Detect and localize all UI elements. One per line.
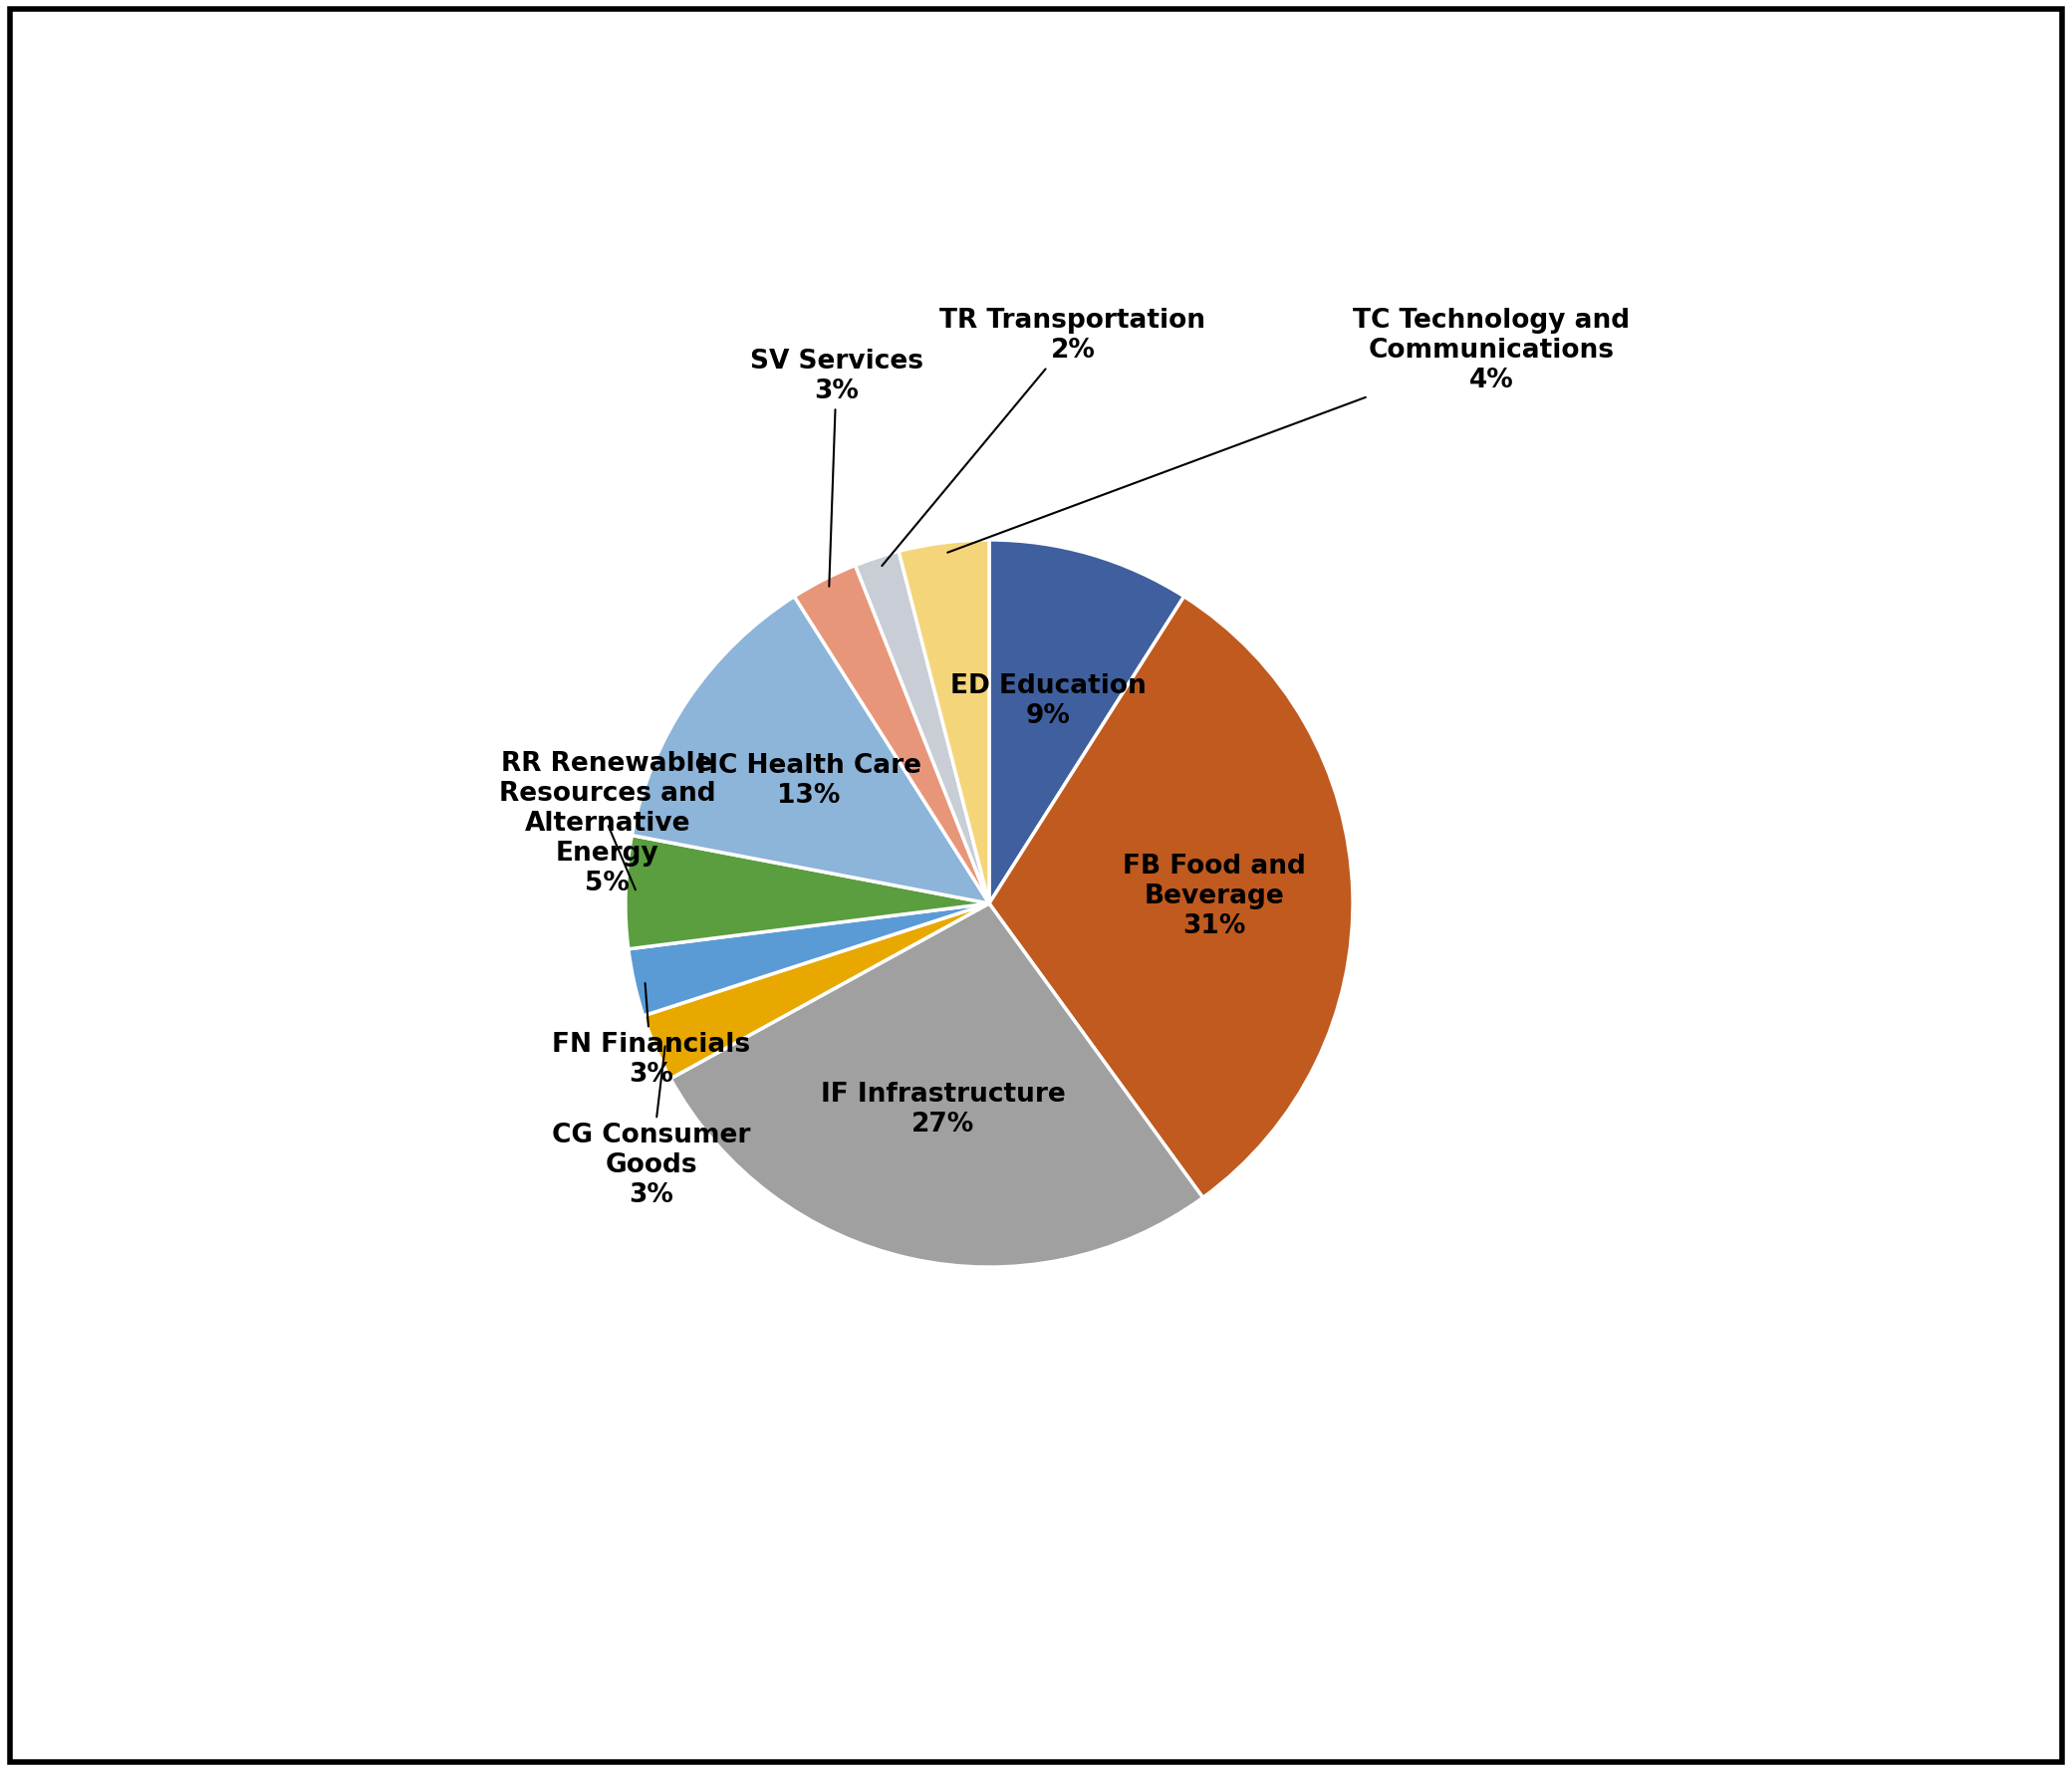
Text: RR Renewable
Resources and
Alternative
Energy
5%: RR Renewable Resources and Alternative E… — [499, 751, 715, 896]
Text: TR Transportation
2%: TR Transportation 2% — [883, 308, 1206, 567]
Wedge shape — [626, 836, 988, 949]
Wedge shape — [794, 565, 988, 903]
Wedge shape — [988, 540, 1183, 903]
Wedge shape — [628, 903, 988, 1017]
Text: ED Education
9%: ED Education 9% — [951, 673, 1146, 730]
Text: HC Health Care
13%: HC Health Care 13% — [696, 753, 922, 809]
Wedge shape — [671, 903, 1204, 1266]
Text: TC Technology and
Communications
4%: TC Technology and Communications 4% — [947, 308, 1629, 553]
Text: CG Consumer
Goods
3%: CG Consumer Goods 3% — [551, 1047, 750, 1208]
Text: SV Services
3%: SV Services 3% — [750, 349, 924, 586]
Wedge shape — [988, 597, 1353, 1197]
Wedge shape — [899, 540, 988, 903]
Text: FN Financials
3%: FN Financials 3% — [551, 983, 750, 1087]
Wedge shape — [642, 903, 988, 1079]
Wedge shape — [632, 597, 988, 903]
Wedge shape — [856, 551, 988, 903]
Text: IF Infrastructure
27%: IF Infrastructure 27% — [821, 1082, 1065, 1137]
Text: FB Food and
Beverage
31%: FB Food and Beverage 31% — [1123, 854, 1305, 939]
